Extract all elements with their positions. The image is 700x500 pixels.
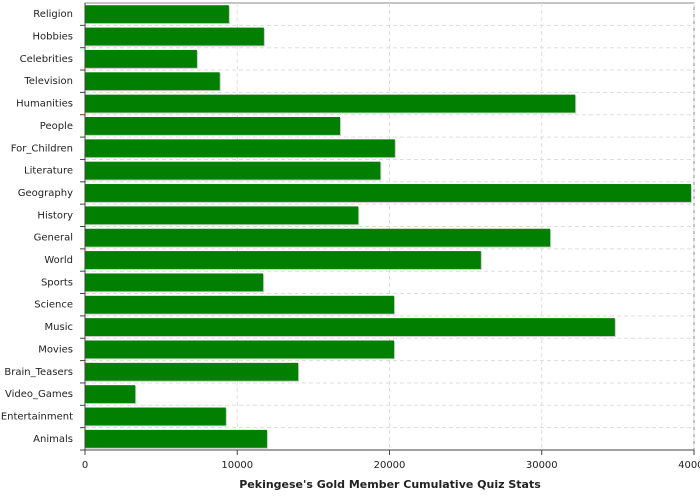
y-tick-label: Geography <box>18 188 73 199</box>
y-tick-label: For_Children <box>11 143 73 154</box>
y-tick-label: Humanities <box>16 99 73 110</box>
bar <box>85 385 136 404</box>
bar <box>85 318 615 337</box>
x-tick-label: 0 <box>82 460 88 471</box>
y-tick-label: World <box>44 255 73 266</box>
bar <box>85 27 264 46</box>
x-tick-label: 30000 <box>526 460 558 471</box>
bar <box>85 116 341 135</box>
bar <box>85 340 395 359</box>
bar <box>85 49 197 68</box>
y-tick-label: Music <box>45 322 73 333</box>
bar <box>85 251 481 269</box>
y-tick-label: Brain_Teasers <box>4 367 73 378</box>
y-tick-label: Video_Games <box>5 389 73 400</box>
y-tick-label: Sports <box>41 277 73 288</box>
bar <box>85 161 381 180</box>
bar <box>85 5 229 24</box>
y-tick-label: General <box>34 233 73 244</box>
bar <box>85 184 691 202</box>
bar <box>85 407 226 426</box>
x-tick-label: 20000 <box>374 460 406 471</box>
bar <box>85 429 267 448</box>
bar <box>85 273 264 292</box>
y-tick-label: Celebrities <box>20 54 73 65</box>
bar <box>85 295 395 314</box>
y-tick-label: Religion <box>33 9 73 20</box>
bar <box>85 139 395 158</box>
chart-title: Pekingese's Gold Member Cumulative Quiz … <box>239 478 541 491</box>
y-tick-label: History <box>37 210 73 221</box>
y-tick-label: Animals <box>33 434 73 445</box>
y-tick-label: Hobbies <box>33 32 73 43</box>
bar <box>85 206 359 225</box>
y-tick-label: People <box>40 121 73 132</box>
bar <box>85 94 576 113</box>
y-tick-label: Literature <box>24 166 73 177</box>
y-tick-label: Entertainment <box>1 411 73 422</box>
x-tick-label: 40000 <box>678 460 700 471</box>
bar <box>85 228 551 247</box>
bar <box>85 362 299 381</box>
bar <box>85 72 220 91</box>
y-tick-label: Movies <box>38 344 73 355</box>
x-tick-label: 10000 <box>221 460 253 471</box>
y-tick-label: Science <box>34 300 73 311</box>
y-tick-label: Television <box>23 76 73 87</box>
